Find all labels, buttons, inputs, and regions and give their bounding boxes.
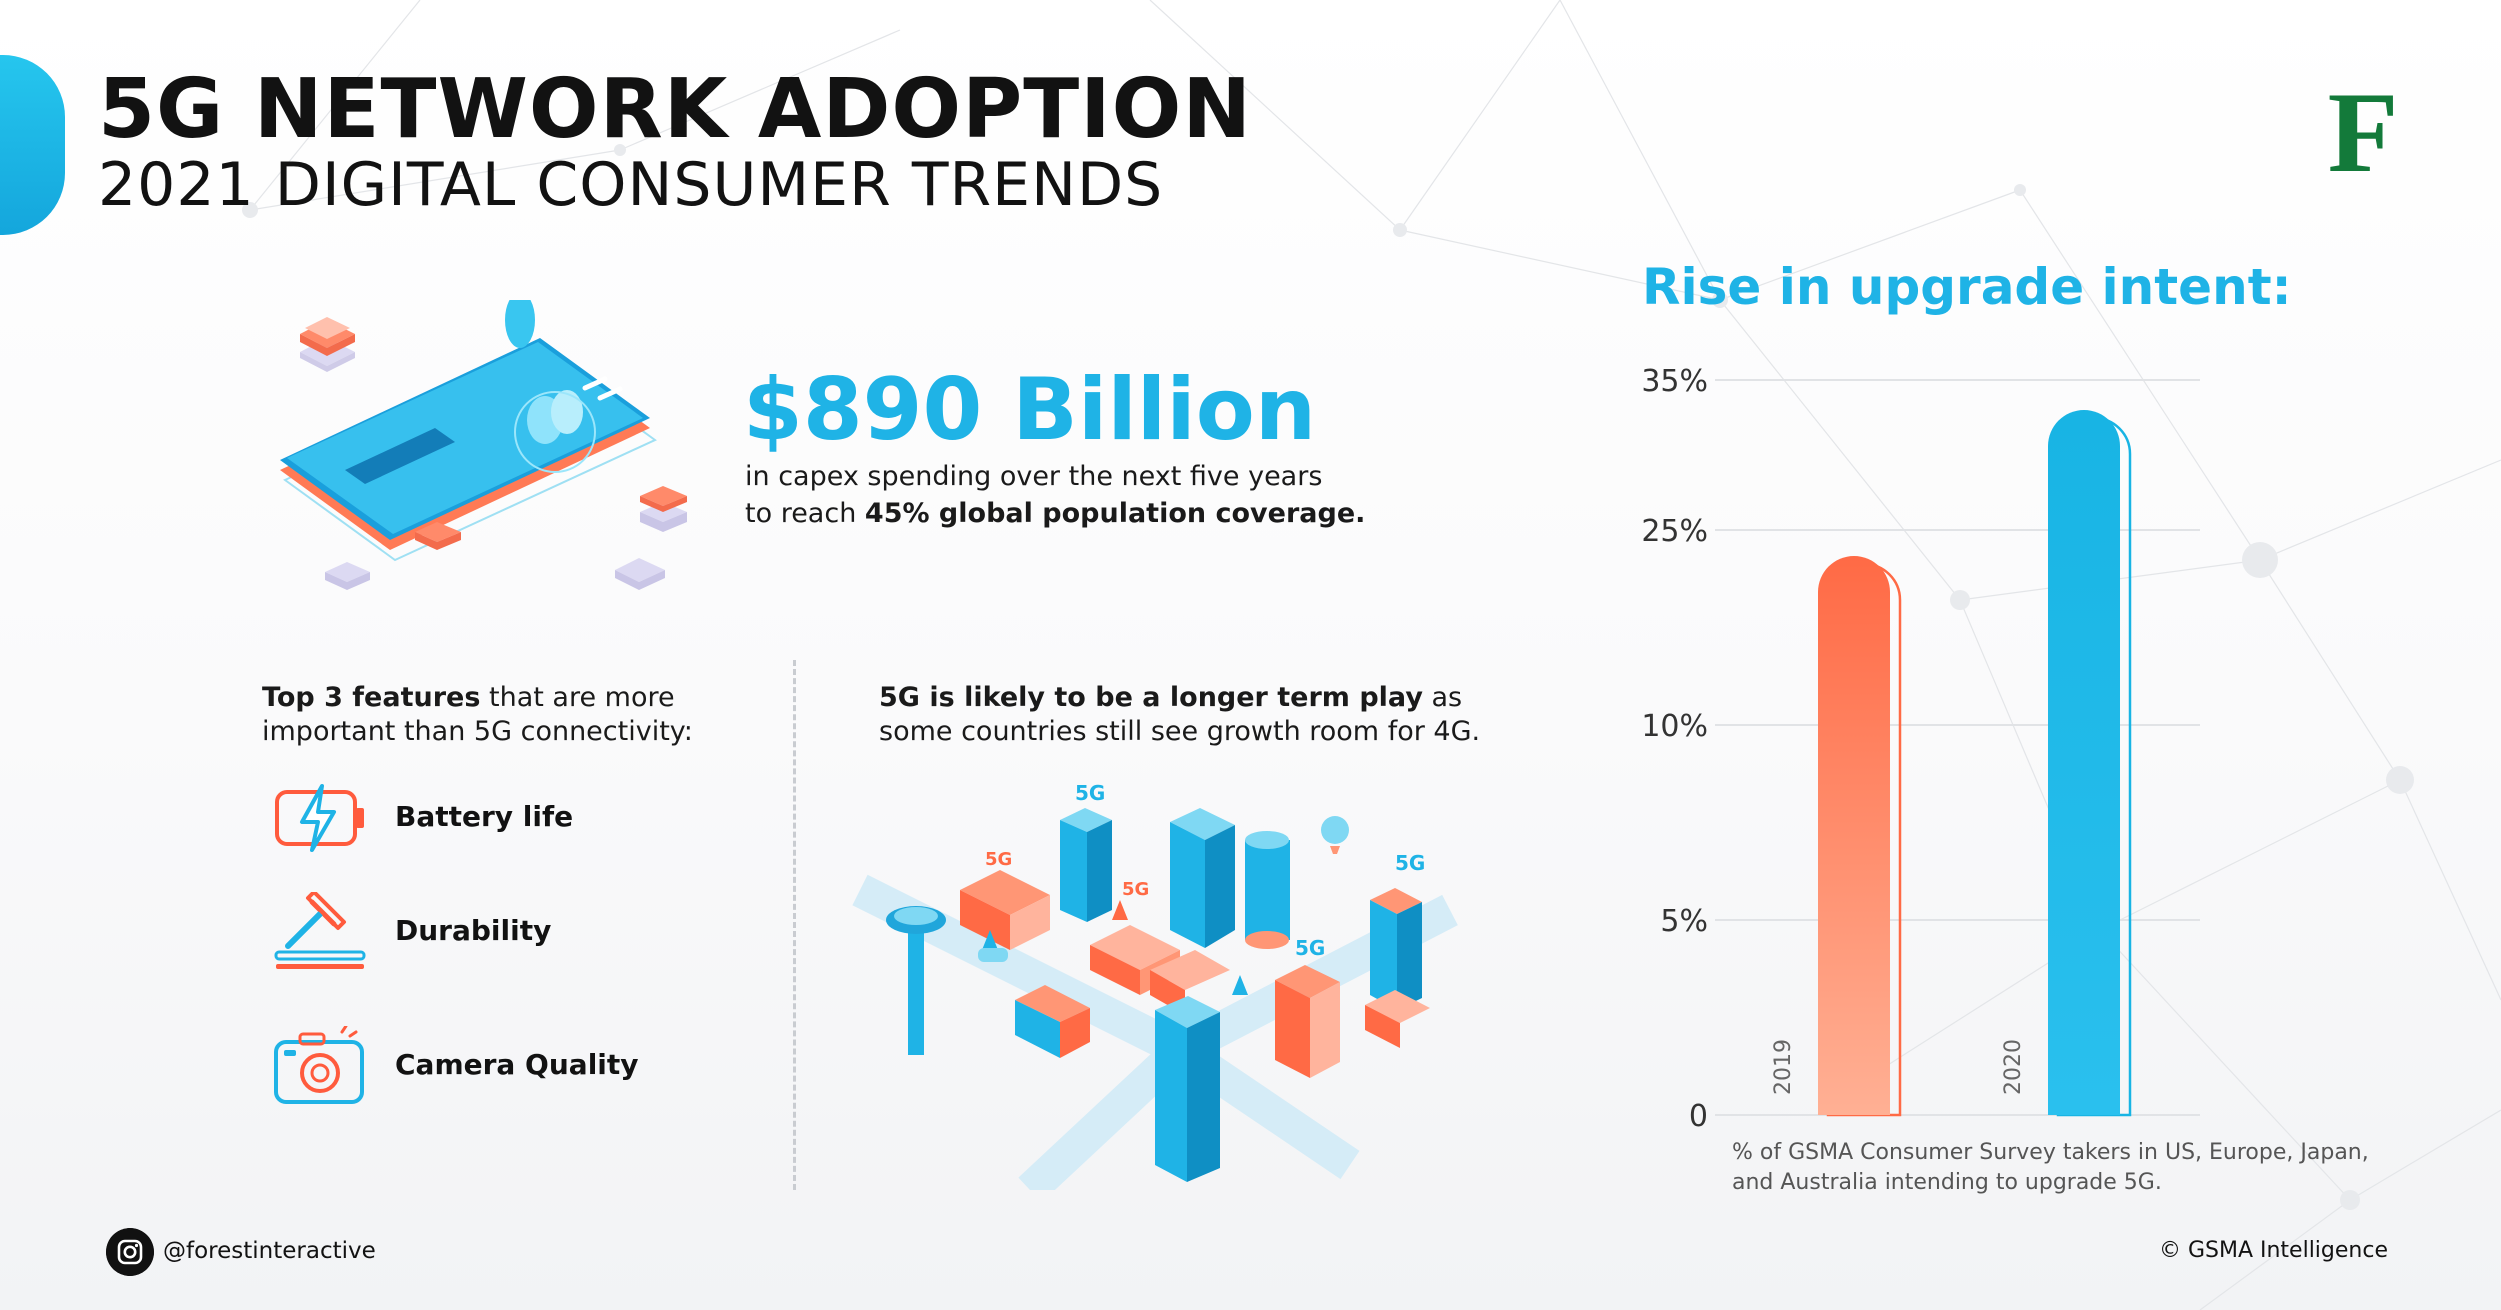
- capex-line-1: in capex spending over the next five yea…: [745, 461, 1323, 492]
- features-heading-bold: Top 3 features: [262, 682, 481, 713]
- chart-caption: % of GSMA Consumer Survey takers in US, …: [1732, 1140, 2369, 1195]
- capex-line-2-prefix: to reach: [745, 498, 865, 529]
- x-category-label: 2020: [2001, 1039, 2026, 1095]
- city-illustration: 5G 5G 5G 5G 5G: [852, 781, 1458, 1190]
- feature-item-durability: Durability: [272, 892, 792, 972]
- features-heading-line-2: important than 5G connectivity:: [262, 716, 693, 747]
- longterm-rest: as: [1422, 682, 1463, 713]
- y-tick-label: 5%: [1660, 904, 1708, 939]
- longterm-line-2: some countries still see growth room for…: [879, 716, 1481, 747]
- instagram-icon[interactable]: [106, 1228, 154, 1276]
- longterm-play-text: 5G is likely to be a longer term play as…: [879, 681, 1639, 749]
- hammer-icon: [274, 892, 366, 969]
- capex-coverage-highlight: 45% global population coverage.: [864, 498, 1366, 529]
- city-5g-label: 5G: [1122, 879, 1149, 900]
- header-accent-shape: [0, 55, 65, 235]
- chart-bar: [1818, 556, 1890, 1115]
- features-heading-rest: that are more: [480, 682, 675, 713]
- chart-title: Rise in upgrade intent:: [1642, 258, 2292, 316]
- longterm-bold: 5G is likely to be a longer term play: [879, 682, 1423, 713]
- social-handle[interactable]: @forestinteractive: [163, 1238, 376, 1264]
- feature-label-durability: Durability: [395, 914, 552, 947]
- source-credit: © GSMA Intelligence: [2158, 1238, 2388, 1263]
- x-category-label: 2019: [1771, 1039, 1796, 1095]
- battery-charging-icon: [275, 784, 364, 852]
- features-heading: Top 3 features that are more important t…: [262, 681, 782, 749]
- city-5g-label: 5G: [1075, 781, 1105, 805]
- phone-illustration: [280, 300, 687, 590]
- feature-item-battery: Battery life: [272, 778, 792, 858]
- camera-icon: [274, 1026, 364, 1104]
- capex-description: in capex spending over the next five yea…: [745, 458, 1465, 532]
- longterm-line-1: 5G is likely to be a longer term play as: [879, 681, 1639, 715]
- brand-logo: F: [2327, 69, 2399, 197]
- chart-bar: [2048, 410, 2120, 1115]
- y-tick-label: 10%: [1641, 709, 1708, 744]
- small-box-icon: [325, 486, 687, 590]
- city-5g-label: 5G: [1295, 936, 1325, 960]
- y-tick-label: 35%: [1641, 364, 1708, 399]
- section-divider: [793, 660, 796, 1190]
- city-5g-label: 5G: [985, 849, 1012, 870]
- capex-line-2: to reach 45% global population coverage.: [745, 495, 1465, 532]
- city-5g-label: 5G: [1395, 851, 1425, 875]
- page-title: 5G NETWORK ADOPTION: [98, 62, 1252, 157]
- feature-label-battery: Battery life: [395, 800, 574, 833]
- feature-item-camera: Camera Quality: [272, 1026, 792, 1106]
- upgrade-intent-chart: 0 5% 10% 25% 35% 2019 2020: [1641, 364, 2200, 1134]
- y-tick-label: 0: [1689, 1099, 1708, 1134]
- feature-label-camera: Camera Quality: [395, 1048, 639, 1081]
- page-subtitle: 2021 DIGITAL CONSUMER TRENDS: [98, 150, 1164, 220]
- stack-box-icon: [300, 317, 355, 372]
- y-tick-label: 25%: [1641, 514, 1708, 549]
- capex-amount: $890 Billion: [743, 360, 1317, 460]
- features-heading-line-1: Top 3 features that are more: [262, 681, 782, 715]
